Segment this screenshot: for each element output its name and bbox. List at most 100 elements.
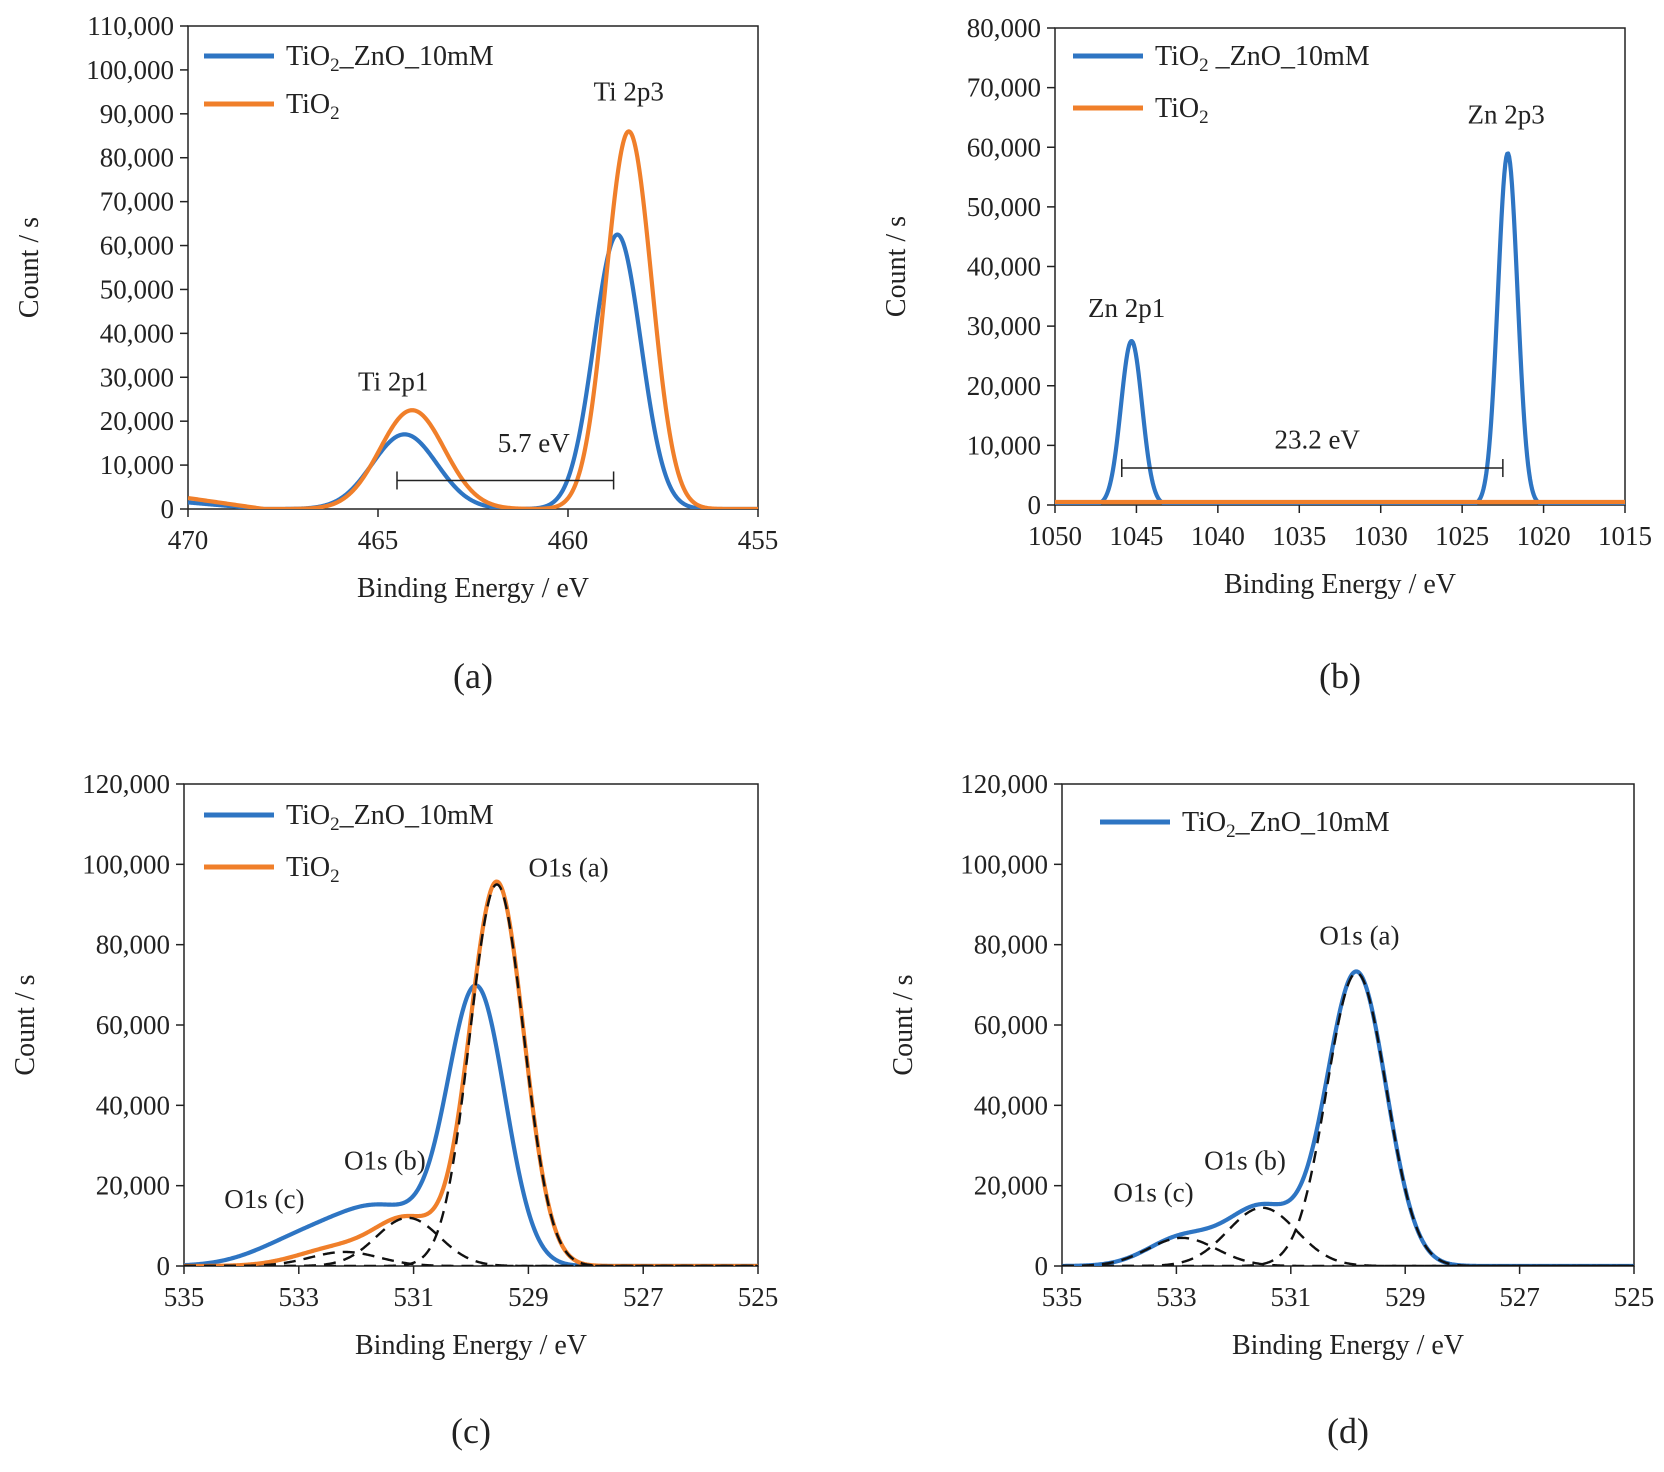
x-axis-label: Binding Energy / eV xyxy=(357,573,589,604)
x-tick-label: 1020 xyxy=(1517,521,1571,551)
series-line-fit-o1s-a- xyxy=(1062,971,1634,1266)
y-tick-label: 20,000 xyxy=(974,1171,1048,1201)
series-line-tio2-zno-10mm xyxy=(188,232,758,509)
y-tick-label: 10,000 xyxy=(100,450,174,480)
x-tick-label: 527 xyxy=(1499,1282,1540,1312)
y-tick-label: 10,000 xyxy=(967,430,1041,460)
legend-entry: TiO2 xyxy=(1073,93,1209,128)
series-group xyxy=(1055,151,1625,505)
x-tick-label: 535 xyxy=(164,1282,205,1312)
series-group xyxy=(1062,969,1634,1266)
legend-entry: TiO2_ZnO_10mM xyxy=(1100,807,1390,842)
peak-annotation: Zn 2p3 xyxy=(1467,99,1544,129)
y-tick-label: 120,000 xyxy=(82,769,170,799)
peak-annotation: Zn 2p1 xyxy=(1088,293,1165,323)
panel-a: 0 10,000 20,000 30,000 40,000 50,000 60,000 70,… xyxy=(14,11,778,696)
y-tick-label: 0 xyxy=(1035,1251,1049,1281)
y-tick-label: 50,000 xyxy=(100,274,174,304)
panel-c: 0 20,000 40,000 60,000 80,000 100,000 120,000 5… xyxy=(10,769,778,1451)
legend-label: TiO2_ZnO_10mM xyxy=(1182,807,1390,842)
y-tick-label: 0 xyxy=(157,1251,171,1281)
series-group xyxy=(188,129,758,509)
panel-caption: (d) xyxy=(1327,1411,1369,1451)
separation-bracket xyxy=(1121,459,1504,478)
peak-annotation: O1s (b) xyxy=(344,1146,426,1176)
x-tick-label: 531 xyxy=(1271,1282,1312,1312)
y-tick-label: 60,000 xyxy=(96,1010,170,1040)
y-tick-label: 20,000 xyxy=(96,1171,170,1201)
x-axis-label: Binding Energy / eV xyxy=(1224,569,1456,600)
y-tick-label: 40,000 xyxy=(100,318,174,348)
separation-bracket xyxy=(396,471,615,490)
legend-entry: TiO2_ZnO_10mM xyxy=(204,41,494,76)
y-tick-label: 0 xyxy=(1028,490,1042,520)
peak-annotation: Ti 2p1 xyxy=(358,366,428,396)
y-tick-label: 90,000 xyxy=(100,99,174,129)
panel-b: 0 10,000 20,000 30,000 40,000 50,000 60,000 70,… xyxy=(881,13,1652,696)
series-line-fit-o1s-b- xyxy=(1062,1206,1634,1266)
y-tick-label: 100,000 xyxy=(960,849,1048,879)
y-tick-label: 40,000 xyxy=(967,252,1041,282)
y-axis-label: Count / s xyxy=(888,974,919,1075)
series-line-fit-o1s-c- xyxy=(1062,1236,1634,1266)
y-tick-label: 30,000 xyxy=(100,362,174,392)
panel-caption: (c) xyxy=(451,1411,491,1451)
legend-label: TiO2 _ZnO_10mM xyxy=(1155,41,1370,76)
series-line-tio2-zno-10mm xyxy=(1055,151,1625,505)
legend-label: TiO2_ZnO_10mM xyxy=(286,800,494,835)
y-tick-label: 80,000 xyxy=(967,13,1041,43)
y-tick-label: 80,000 xyxy=(100,143,174,173)
y-tick-label: 80,000 xyxy=(974,930,1048,960)
peak-annotation: 5.7 eV xyxy=(498,428,570,458)
series-line-fit-o1s-a- xyxy=(184,883,758,1266)
peak-annotation: O1s (c) xyxy=(224,1184,304,1214)
y-tick-label: 70,000 xyxy=(100,187,174,217)
peak-annotation: O1s (b) xyxy=(1204,1146,1286,1176)
x-tick-label: 1025 xyxy=(1435,521,1489,551)
y-tick-label: 100,000 xyxy=(82,849,170,879)
plot-area-frame xyxy=(187,25,759,510)
y-tick-label: 110,000 xyxy=(87,11,174,41)
y-tick-label: 60,000 xyxy=(974,1010,1048,1040)
legend-entry: TiO2 xyxy=(204,852,340,887)
y-tick-label: 0 xyxy=(161,494,175,524)
x-tick-label: 535 xyxy=(1042,1282,1083,1312)
x-tick-label: 460 xyxy=(548,525,589,555)
x-tick-label: 531 xyxy=(393,1282,434,1312)
x-axis-label: Binding Energy / eV xyxy=(1232,1330,1464,1361)
y-tick-label: 30,000 xyxy=(967,311,1041,341)
x-tick-label: 1035 xyxy=(1272,521,1326,551)
y-axis-label: Count / s xyxy=(881,216,912,317)
x-tick-label: 465 xyxy=(358,525,399,555)
y-tick-label: 50,000 xyxy=(967,192,1041,222)
legend-label: TiO2 xyxy=(286,852,340,887)
x-tick-label: 529 xyxy=(1385,1282,1426,1312)
peak-annotation: O1s (c) xyxy=(1113,1178,1193,1208)
series-line-fit-o1s-c- xyxy=(184,1250,758,1266)
y-tick-label: 40,000 xyxy=(96,1090,170,1120)
peak-annotation: O1s (a) xyxy=(1319,921,1399,951)
legend-label: TiO2 xyxy=(286,89,340,124)
x-tick-label: 525 xyxy=(1614,1282,1655,1312)
x-axis-label: Binding Energy / eV xyxy=(355,1330,587,1361)
panel-caption: (b) xyxy=(1319,656,1361,696)
peak-annotation: 23.2 eV xyxy=(1274,424,1360,454)
peak-annotation: Ti 2p3 xyxy=(594,77,664,107)
y-tick-label: 100,000 xyxy=(86,55,174,85)
y-axis-label: Count / s xyxy=(10,974,41,1075)
x-tick-label: 1050 xyxy=(1028,521,1082,551)
panel-d: 0 20,000 40,000 60,000 80,000 100,000 120,000 5… xyxy=(888,769,1654,1451)
y-tick-label: 20,000 xyxy=(100,406,174,436)
x-tick-label: 533 xyxy=(279,1282,320,1312)
series-line-tio2-zno-10mm xyxy=(184,983,758,1266)
x-tick-label: 1030 xyxy=(1354,521,1408,551)
y-tick-label: 60,000 xyxy=(967,132,1041,162)
y-tick-label: 40,000 xyxy=(974,1090,1048,1120)
x-tick-label: 455 xyxy=(738,525,779,555)
x-tick-label: 1045 xyxy=(1109,521,1163,551)
y-tick-label: 70,000 xyxy=(967,73,1041,103)
x-tick-label: 1015 xyxy=(1598,521,1652,551)
y-tick-label: 120,000 xyxy=(960,769,1048,799)
legend-label: TiO2 xyxy=(1155,93,1209,128)
